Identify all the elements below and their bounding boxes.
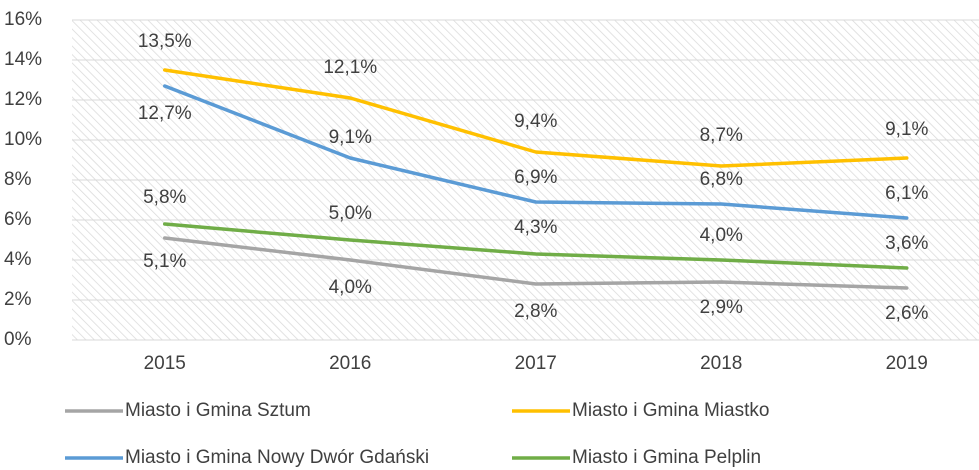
data-label: 8,7% — [700, 125, 743, 146]
data-label: 2,8% — [514, 301, 557, 322]
x-tick-label: 2018 — [700, 353, 742, 374]
data-label: 9,1% — [885, 119, 928, 140]
y-tick-label: 14% — [4, 49, 42, 70]
y-tick-label: 10% — [4, 129, 42, 150]
data-label: 5,8% — [143, 187, 186, 208]
data-label: 3,6% — [885, 233, 928, 254]
x-tick-label: 2017 — [515, 353, 557, 374]
data-label: 9,1% — [329, 127, 372, 148]
data-label: 13,5% — [138, 31, 192, 52]
legend-label: Miasto i Gmina Miastko — [572, 400, 769, 421]
y-tick-label: 16% — [4, 9, 42, 30]
legend-label: Miasto i Gmina Pelplin — [572, 447, 761, 468]
data-label: 6,1% — [885, 183, 928, 204]
data-label: 12,1% — [323, 57, 377, 78]
x-tick-label: 2019 — [886, 353, 928, 374]
y-tick-label: 0% — [4, 329, 32, 350]
data-label: 12,7% — [138, 103, 192, 124]
series-line — [163, 222, 909, 270]
legend-label: Miasto i Gmina Nowy Dwór Gdański — [125, 447, 429, 468]
x-tick-label: 2015 — [144, 353, 186, 374]
data-label: 2,6% — [885, 303, 928, 324]
y-tick-label: 12% — [4, 89, 42, 110]
y-tick-label: 8% — [4, 169, 32, 190]
data-label: 6,8% — [700, 169, 743, 190]
x-tick-label: 2016 — [329, 353, 371, 374]
data-label: 9,4% — [514, 111, 557, 132]
y-tick-label: 2% — [4, 289, 32, 310]
data-label: 4,0% — [700, 225, 743, 246]
data-label: 5,0% — [329, 203, 372, 224]
series-line — [163, 68, 909, 168]
series-line — [163, 84, 909, 220]
y-tick-label: 4% — [4, 249, 32, 270]
y-tick-label: 6% — [4, 209, 32, 230]
series-line — [163, 236, 909, 290]
data-label: 4,3% — [514, 217, 557, 238]
data-label: 6,9% — [514, 167, 557, 188]
legend-label: Miasto i Gmina Sztum — [125, 400, 311, 421]
data-label: 4,0% — [329, 277, 372, 298]
data-label: 5,1% — [143, 251, 186, 272]
data-label: 2,9% — [700, 297, 743, 318]
